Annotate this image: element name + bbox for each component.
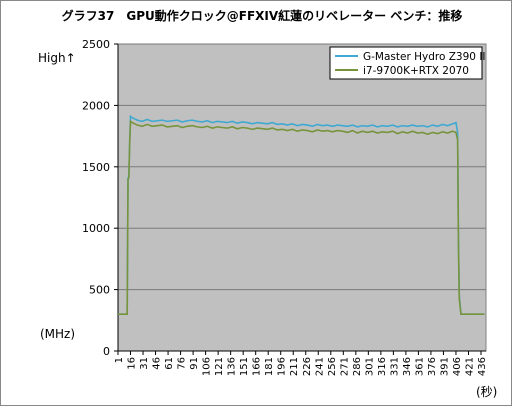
legend — [329, 46, 483, 80]
y-tick-label: 1000 — [82, 222, 110, 235]
plot-area — [117, 43, 487, 352]
x-tick-label: 106 — [202, 357, 213, 376]
x-tick-label: 211 — [289, 357, 300, 376]
series-line — [118, 114, 485, 315]
x-tick-label: 226 — [302, 357, 313, 376]
x-tick-label: 76 — [177, 357, 188, 370]
x-tick-label: 241 — [314, 357, 325, 376]
y-tick-label: 1500 — [82, 161, 110, 174]
x-tick-label: 121 — [214, 357, 225, 376]
x-tick-label: 1 — [114, 357, 125, 363]
x-tick-label: 151 — [239, 357, 250, 376]
x-tick-label: 301 — [364, 357, 375, 376]
x-tick-label: 361 — [414, 357, 425, 376]
x-tick-label: 136 — [227, 357, 238, 376]
x-tick-label: 181 — [264, 357, 275, 376]
annotation: High↑ — [38, 51, 76, 65]
x-tick-label: 166 — [252, 357, 263, 376]
x-tick-label: 346 — [402, 357, 413, 376]
legend-label: i7-9700K+RTX 2070 — [363, 65, 469, 77]
x-tick-label: 256 — [327, 357, 338, 376]
annotation: (MHz) — [40, 327, 75, 341]
x-tick-label: 421 — [464, 357, 475, 376]
legend-label: G-Master Hydro Z390 II — [363, 51, 486, 63]
x-tick-label: 31 — [139, 357, 150, 370]
x-tick-label: 331 — [389, 357, 400, 376]
annotation: (秒) — [476, 385, 497, 399]
y-tick-label: 0 — [103, 345, 110, 358]
x-tick-label: 376 — [427, 357, 438, 376]
y-tick-label: 500 — [89, 284, 110, 297]
series-line — [118, 119, 485, 315]
x-tick-label: 271 — [339, 357, 350, 376]
x-tick-label: 406 — [452, 357, 463, 376]
x-tick-label: 46 — [152, 357, 163, 370]
x-tick-label: 436 — [477, 357, 488, 376]
y-tick-label: 2500 — [82, 38, 110, 51]
x-tick-label: 316 — [377, 357, 388, 376]
x-tick-label: 286 — [352, 357, 363, 376]
chart-title: グラフ37 GPU動作クロック@FFXIV紅蓮のリベレーター ベンチ：推移 — [62, 8, 463, 23]
x-tick-label: 391 — [439, 357, 450, 376]
y-tick-label: 2000 — [82, 99, 110, 112]
x-tick-label: 196 — [277, 357, 288, 376]
x-tick-label: 91 — [189, 357, 200, 370]
x-tick-label: 61 — [164, 357, 175, 370]
x-tick-label: 16 — [127, 357, 138, 370]
